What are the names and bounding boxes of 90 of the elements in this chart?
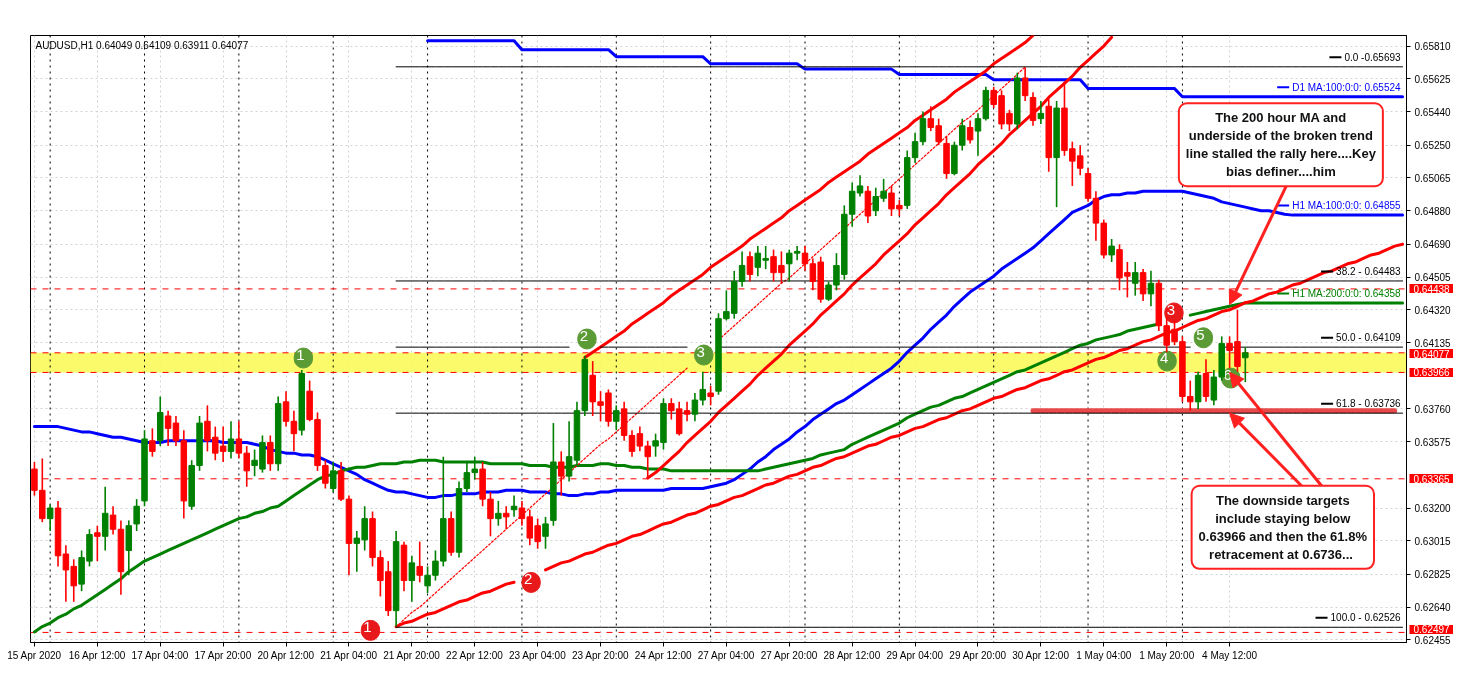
candlestick xyxy=(133,498,140,532)
x-tick-label: 21 Apr 20:00 xyxy=(383,649,441,661)
candlestick xyxy=(109,505,117,536)
x-tick-label: 1 May 20:00 xyxy=(1139,649,1195,661)
candlestick xyxy=(267,434,274,472)
y-tick-label: 0.64135 xyxy=(1414,337,1452,349)
candlestick xyxy=(282,390,290,428)
x-tick-label: 17 Apr 04:00 xyxy=(131,649,189,661)
candlestick xyxy=(613,404,620,431)
candlestick xyxy=(707,385,714,407)
annotation: 3 xyxy=(696,343,705,361)
x-tick-label: 27 Apr 20:00 xyxy=(760,649,818,661)
ref-line-label: 0.63966 xyxy=(1413,367,1451,379)
annotation: 5 xyxy=(1196,325,1205,343)
y-tick-label: 0.65625 xyxy=(1414,73,1452,85)
candlestick xyxy=(290,409,298,453)
y-tick-label: 0.62640 xyxy=(1414,602,1452,614)
x-tick-label: 20 Apr 12:00 xyxy=(257,649,315,661)
y-tick-label: 0.65250 xyxy=(1414,140,1452,152)
y-tick-label: 0.65440 xyxy=(1414,106,1452,118)
x-tick-label: 22 Apr 12:00 xyxy=(446,649,504,661)
x-tick-label: 23 Apr 04:00 xyxy=(509,649,567,661)
candlestick xyxy=(825,280,832,302)
x-tick-label: 27 Apr 04:00 xyxy=(697,649,755,661)
x-tick-label: 15 Apr 2020 xyxy=(7,649,62,661)
candlestick xyxy=(746,250,754,283)
legend-label: 100.0 - 0.62526 xyxy=(1330,612,1402,624)
candlestick xyxy=(1131,261,1139,297)
y-tick-label: 0.63200 xyxy=(1414,503,1452,514)
annotation: 2 xyxy=(523,570,533,588)
legend-label: H1 MA:200:0:0: 0.64358 xyxy=(1292,288,1402,300)
y-tick-label: 0.63015 xyxy=(1414,535,1452,547)
candlestick xyxy=(919,110,927,147)
legend-label: H1 MA:100:0:0: 0.64855 xyxy=(1292,200,1402,212)
ref-line-label: 0.64077 xyxy=(1413,348,1451,360)
candlestick xyxy=(329,461,337,493)
legend-label: D1 MA:100:0:0: 0.65524 xyxy=(1292,81,1402,93)
x-tick-label: 4 May 12:00 xyxy=(1202,649,1258,661)
candlestick xyxy=(495,500,502,527)
y-tick-label: 0.65810 xyxy=(1414,41,1452,53)
y-tick-label: 0.65065 xyxy=(1414,172,1452,184)
annotation: The 200 hour MA and underside of the broken trend line stalled the rally here....Key bias definer....him xyxy=(1185,110,1377,180)
x-tick-label: 29 Apr 04:00 xyxy=(886,649,944,661)
y-tick-label: 0.64880 xyxy=(1414,205,1452,217)
x-tick-label: 24 Apr 12:00 xyxy=(634,649,692,661)
candlestick xyxy=(502,505,510,531)
chart-title: AUDUSD,H1 0.64049 0.64109 0.63911 0.64077 xyxy=(35,39,249,51)
legend-label: 50.0 - 0.64109 xyxy=(1336,332,1402,344)
x-tick-label: 1 May 04:00 xyxy=(1076,649,1132,661)
candlestick xyxy=(227,420,235,460)
legend-label: 0.0 -0.65693 xyxy=(1344,51,1402,63)
y-tick-label: 0.62825 xyxy=(1414,569,1452,581)
candlestick xyxy=(408,554,416,603)
ref-line-label: 0.63365 xyxy=(1413,473,1451,485)
candlestick xyxy=(1108,238,1115,263)
x-tick-label: 21 Apr 04:00 xyxy=(320,649,378,661)
legend-label: 61.8 - 0.63736 xyxy=(1336,398,1402,410)
y-tick-label: 0.64320 xyxy=(1414,304,1452,316)
ref-line-label: 0.62497 xyxy=(1413,624,1451,636)
annotation: 4 xyxy=(1159,349,1169,367)
legend-label: 38.2 - 0.64483 xyxy=(1336,265,1402,277)
x-tick-label: 28 Apr 12:00 xyxy=(823,649,881,661)
x-tick-label: 30 Apr 12:00 xyxy=(1012,649,1070,661)
x-tick-label: 29 Apr 20:00 xyxy=(949,649,1007,661)
candlestick xyxy=(966,119,974,145)
ref-line-label: 0.64438 xyxy=(1413,283,1451,295)
candlestick xyxy=(1147,270,1155,308)
candlestick xyxy=(416,540,423,584)
candlestick xyxy=(1242,346,1249,383)
x-tick-label: 17 Apr 20:00 xyxy=(194,649,252,661)
annotation: 1 xyxy=(363,618,372,636)
candlestick xyxy=(542,516,549,550)
x-tick-label: 23 Apr 20:00 xyxy=(571,649,630,661)
line-series xyxy=(426,39,1405,99)
annotation: 2 xyxy=(579,327,589,344)
candlestick xyxy=(46,503,54,532)
y-tick-label: 0.63760 xyxy=(1414,403,1452,415)
candlestick xyxy=(101,485,109,552)
candlestick xyxy=(1029,91,1037,127)
candlestick xyxy=(149,427,156,458)
annotation: 3 xyxy=(1166,300,1176,318)
y-tick-label: 0.63575 xyxy=(1414,436,1452,448)
annotation: 1 xyxy=(296,346,305,364)
y-tick-label: 0.62455 xyxy=(1414,634,1452,646)
x-tick-label: 16 Apr 12:00 xyxy=(68,649,126,661)
candlestick xyxy=(1037,100,1045,125)
candlestick xyxy=(94,524,101,562)
y-tick-label: 0.64690 xyxy=(1414,239,1452,251)
y-tick-label: 0.64505 xyxy=(1414,272,1452,284)
annotation: The downside targets include staying below 0.63966 and then the 61.8% retracement at 0.6736... xyxy=(1198,492,1368,562)
